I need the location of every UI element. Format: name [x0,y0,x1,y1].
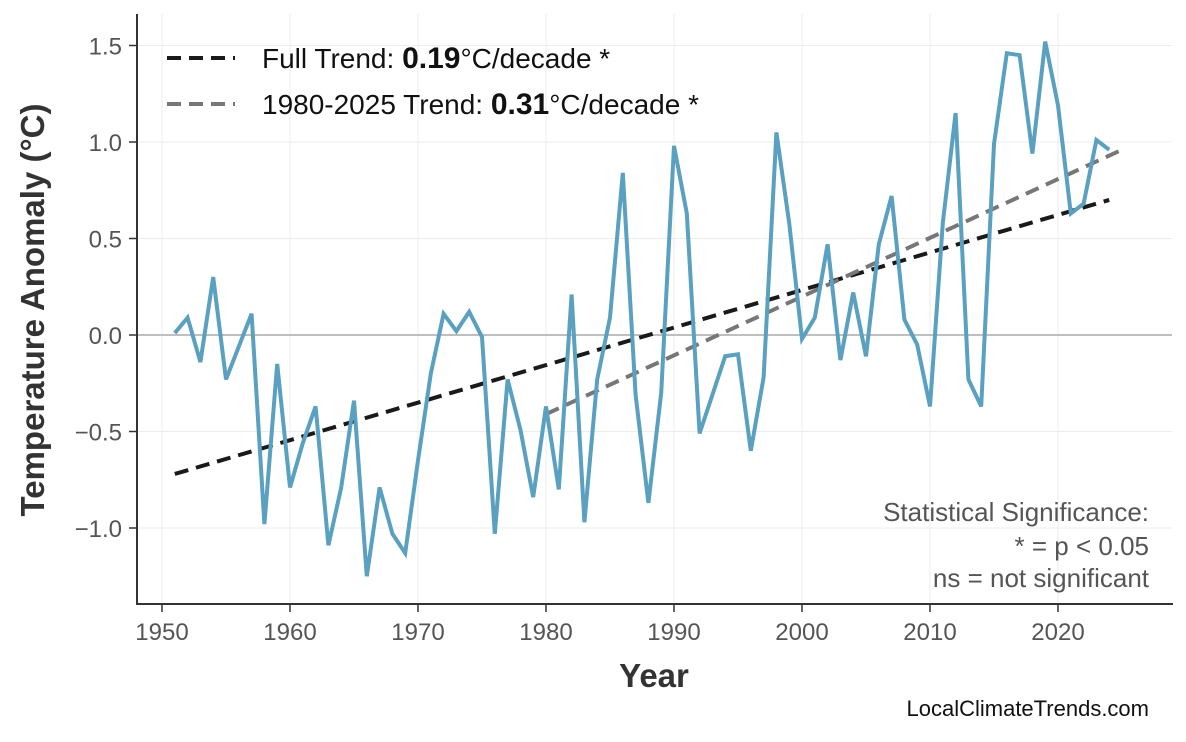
series-line-temperature-anomaly [173,41,1111,577]
x-tick-label: 2010 [903,619,956,646]
y-tick-label: −1.0 [75,516,122,543]
axes [136,14,1173,605]
x-axis-label: Year [619,657,689,694]
annotation-line: Statistical Significance: [883,497,1149,527]
y-axis-label: Temperature Anomaly (°C) [14,104,51,517]
x-tick-label: 1950 [135,619,188,646]
x-tick-label: 2000 [775,619,828,646]
legend-label-suffix: °C/decade * [460,43,610,74]
y-tick-label: −0.5 [75,420,122,447]
legend-label-suffix: °C/decade * [549,89,699,120]
y-tick-label: 1.0 [89,130,122,157]
legend-label: 1980-2025 Trend: 0.31°C/decade * [262,88,699,121]
trend-line [545,147,1123,416]
x-tick-label: 1980 [519,619,572,646]
y-tick-label: 0.0 [89,323,122,350]
x-tick-label: 2020 [1031,619,1084,646]
annotation-line: ns = not significant [933,563,1150,593]
x-tick-label: 1960 [263,619,316,646]
legend: Full Trend: 0.19°C/decade *1980-2025 Tre… [167,42,699,121]
legend-label-value: 0.31 [491,88,549,121]
x-tick-label: 1970 [391,619,444,646]
legend-label-value: 0.19 [402,42,460,75]
legend-label-prefix: Full Trend: [262,43,402,74]
x-tick-label: 1990 [647,619,700,646]
credit-text: LocalClimateTrends.com [907,696,1150,721]
tick-labels: 1950 1960 1970 1980 1990 2000 2010 2020 −1.0 −0.5… [75,34,1085,647]
y-tick-label: 1.5 [89,34,122,61]
trend-line [174,197,1110,476]
legend-label: Full Trend: 0.19°C/decade * [262,42,610,75]
legend-label-prefix: 1980-2025 Trend: [262,89,491,120]
significance-annotation: Statistical Significance: * = p < 0.05 n… [883,497,1150,593]
annotation-line: * = p < 0.05 [1015,531,1149,561]
y-tick-label: 0.5 [89,227,122,254]
trend-lines [174,147,1123,476]
